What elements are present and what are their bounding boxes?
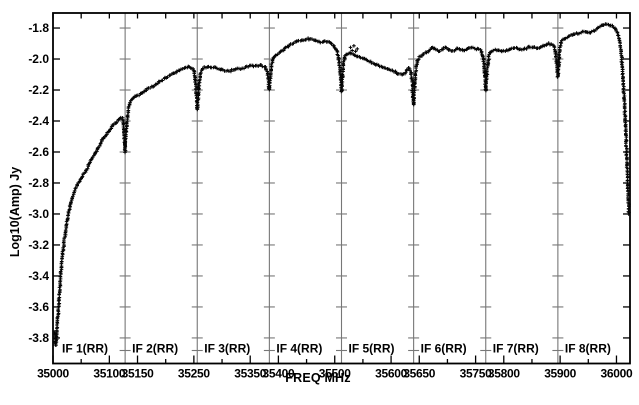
y-tick-label: -3.4 [28,269,49,283]
x-tick-label: 35800 [488,367,520,381]
plot-frame [52,12,631,365]
outliers [348,44,360,54]
band-label: IF 5(RR) [349,342,395,356]
y-tick-label: -3.8 [28,331,49,345]
x-axis-title: FREQ MHz [285,371,351,385]
band-dividers [119,13,564,364]
x-tick-label: 35350 [234,367,266,381]
y-tick-label: -2.2 [28,83,49,97]
x-tick-label: 35500 [319,367,351,381]
band-label: IF 6(RR) [421,342,467,356]
y-tick-label: -3.2 [28,238,49,252]
band-label: IF 8(RR) [565,342,611,356]
x-tick-label: 36000 [601,367,633,381]
band-label: IF 3(RR) [204,342,250,356]
x-tick-label: 35150 [122,367,154,381]
x-tick-label: 35100 [93,367,125,381]
band-label: IF 7(RR) [493,342,539,356]
x-tick-label: 35650 [403,367,435,381]
band-labels: IF 1(RR) IF 2(RR) IF 3(RR) IF 4(RR) IF 5(RR)… [62,342,611,356]
x-tick-label: 35250 [178,367,210,381]
y-tick-label: -2.8 [28,176,49,190]
y-axis-ticks [53,27,630,339]
y-tick-label: -2.4 [28,114,49,128]
x-tick-label: 35400 [262,367,294,381]
outlier-points [348,44,360,54]
x-tick-label: 35900 [544,367,576,381]
band-label: IF 2(RR) [132,342,178,356]
y-axis-title: Log10(Amp) Jy [8,166,22,258]
x-axis-ticks [52,13,618,364]
y-tick-label: -2.6 [28,145,49,159]
data [52,22,631,347]
y-tick-label: -3.0 [28,207,49,221]
band-label: IF 4(RR) [276,342,322,356]
y-tick-labels: -1.8 -2.0 -2.2 -2.4 -2.6 -2.8 -3.0 -3.2 -3.4 -3.6… [28,21,49,345]
band-label: IF 1(RR) [62,342,108,356]
data-series [52,22,631,347]
y-tick-label: -2.0 [28,52,49,66]
x-tick-label: 35000 [37,367,69,381]
x-tick-label: 35750 [460,367,492,381]
x-tick-label: 35600 [375,367,407,381]
y-tick-label: -1.8 [28,21,49,35]
frame [52,12,631,365]
y-tick-label: -3.6 [28,300,49,314]
